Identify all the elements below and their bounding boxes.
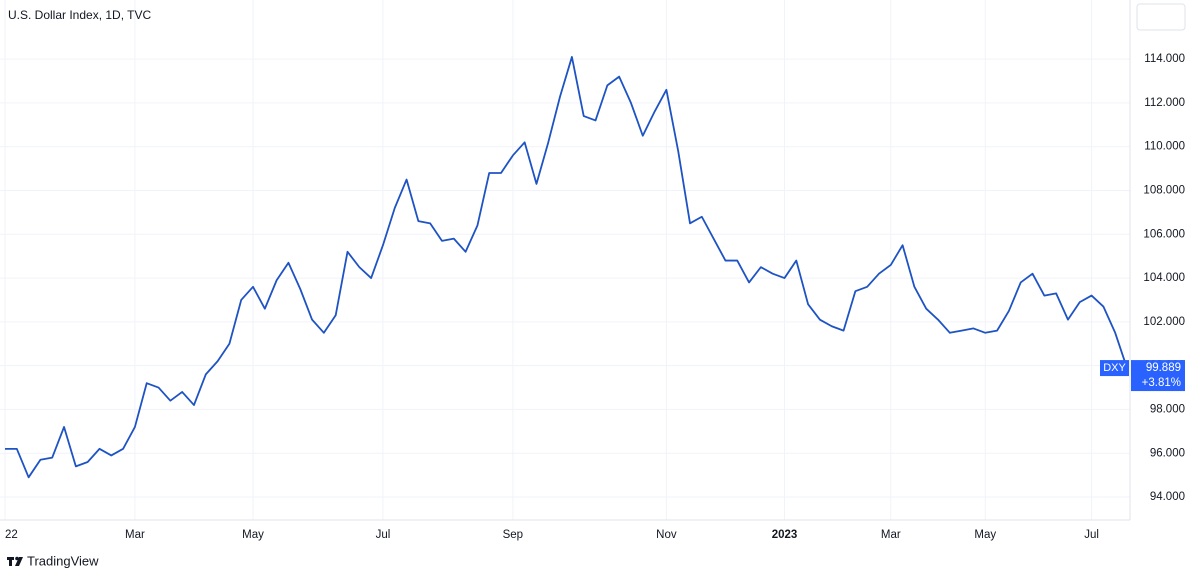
last-value-badge: DXY 99.889 +3.81% — [1100, 360, 1185, 392]
x-tick-label: Mar — [881, 529, 901, 541]
last-value-label: 99.889 — [1146, 362, 1181, 374]
x-tick-label: Nov — [656, 529, 677, 541]
chart-title: U.S. Dollar Index, 1D, TVC — [8, 8, 151, 22]
y-tick-label: 104.000 — [1143, 272, 1185, 284]
y-tick-label: 102.000 — [1143, 316, 1185, 328]
toolbar-button[interactable] — [1136, 3, 1186, 31]
logo — [7, 556, 23, 566]
footer-brand: TradingView — [27, 553, 99, 568]
badge-name-box — [1100, 360, 1129, 377]
x-tick-label: Sep — [503, 529, 523, 541]
y-tick-label: 108.000 — [1143, 185, 1185, 197]
badge-name: DXY — [1103, 362, 1126, 374]
x-tick-label: May — [242, 529, 264, 541]
y-tick-label: 112.000 — [1144, 97, 1185, 109]
price-line — [5, 56, 1128, 479]
y-tick-label: 98.000 — [1150, 403, 1185, 415]
y-tick-label: 94.000 — [1150, 491, 1185, 503]
x-tick-label: Jul — [376, 529, 391, 541]
x-tick-label: 22 — [5, 529, 18, 541]
y-tick-label: 96.000 — [1150, 447, 1185, 459]
x-tick-label: May — [974, 529, 996, 541]
x-tick-label: Jul — [1084, 529, 1099, 541]
y-tick-label: 114.000 — [1144, 53, 1185, 65]
badge-value-box — [1131, 360, 1185, 392]
y-tick-label: 106.000 — [1143, 228, 1185, 240]
x-tick-label: 2023 — [772, 529, 798, 541]
change-label: +3.81% — [1142, 377, 1181, 389]
x-tick-label: Mar — [125, 529, 145, 541]
y-tick-label: 110.000 — [1144, 141, 1185, 153]
